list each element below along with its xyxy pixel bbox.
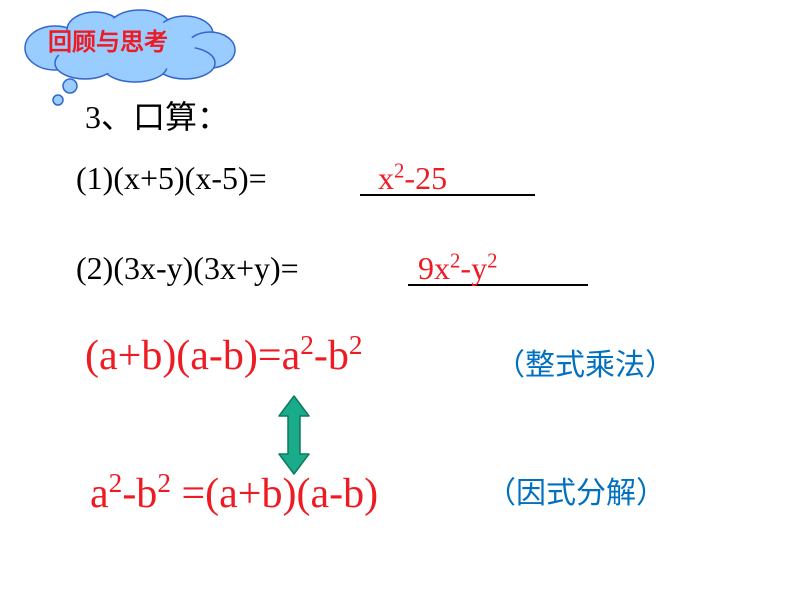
question-2-prompt: (2)(3x-y)(3x+y)= <box>76 250 299 287</box>
double-arrow-icon <box>276 394 312 481</box>
section-heading: 3、口算： <box>85 92 229 138</box>
cloud-title: 回顾与思考 <box>48 22 168 57</box>
question-1-prompt: (1)(x+5)(x-5)= <box>76 160 267 197</box>
formula-multiplication: (a+b)(a-b)=a2-b2 <box>85 332 363 380</box>
answer-1: x2-25 <box>378 160 447 197</box>
formula-factoring: a2-b2 =(a+b)(a-b) <box>90 470 378 518</box>
label-multiplication: （整式乘法） <box>495 340 675 384</box>
label-factoring: （因式分解） <box>486 468 666 512</box>
answer-2: 9x2-y2 <box>418 250 497 287</box>
